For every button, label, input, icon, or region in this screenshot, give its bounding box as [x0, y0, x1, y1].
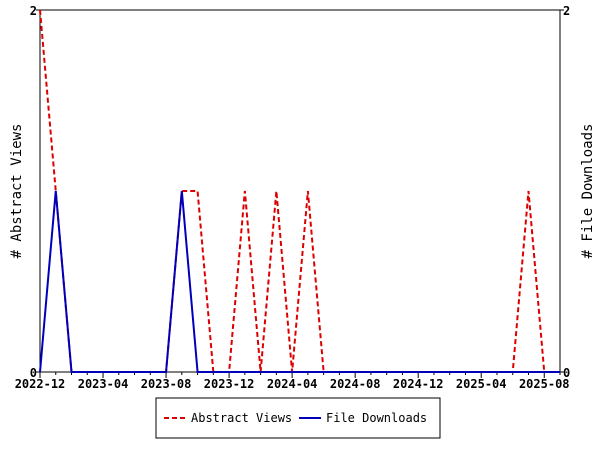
y2-tick-label: 2: [563, 4, 570, 18]
plot-frame: [39, 9, 561, 373]
legend: Abstract Views File Downloads: [155, 397, 441, 439]
y2-tick-label: 0: [563, 366, 570, 380]
series-line-file-downloads: [39, 190, 560, 373]
series-line-abstract-views: [39, 9, 560, 373]
y-axis-label: # Abstract Views: [9, 124, 25, 259]
legend-box: [155, 397, 441, 439]
x-tick-label: 2024-08: [330, 377, 381, 391]
y2-axis-label: # File Downloads: [580, 124, 596, 259]
x-tick-label: 2023-08: [141, 377, 192, 391]
x-tick-label: 2025-08: [519, 377, 570, 391]
x-tick-label: 2023-04: [78, 377, 129, 391]
x-tick-label: 2024-12: [393, 377, 444, 391]
legend-label: Abstract Views: [191, 411, 292, 425]
y-tick-label: 0: [30, 366, 37, 380]
x-tick-label: 2023-12: [204, 377, 255, 391]
legend-label: File Downloads: [326, 411, 427, 425]
y-tick-label: 2: [30, 4, 37, 18]
x-tick-label: 2025-04: [456, 377, 507, 391]
x-tick-label: 2022-12: [15, 377, 66, 391]
x-tick-label: 2024-04: [267, 377, 318, 391]
